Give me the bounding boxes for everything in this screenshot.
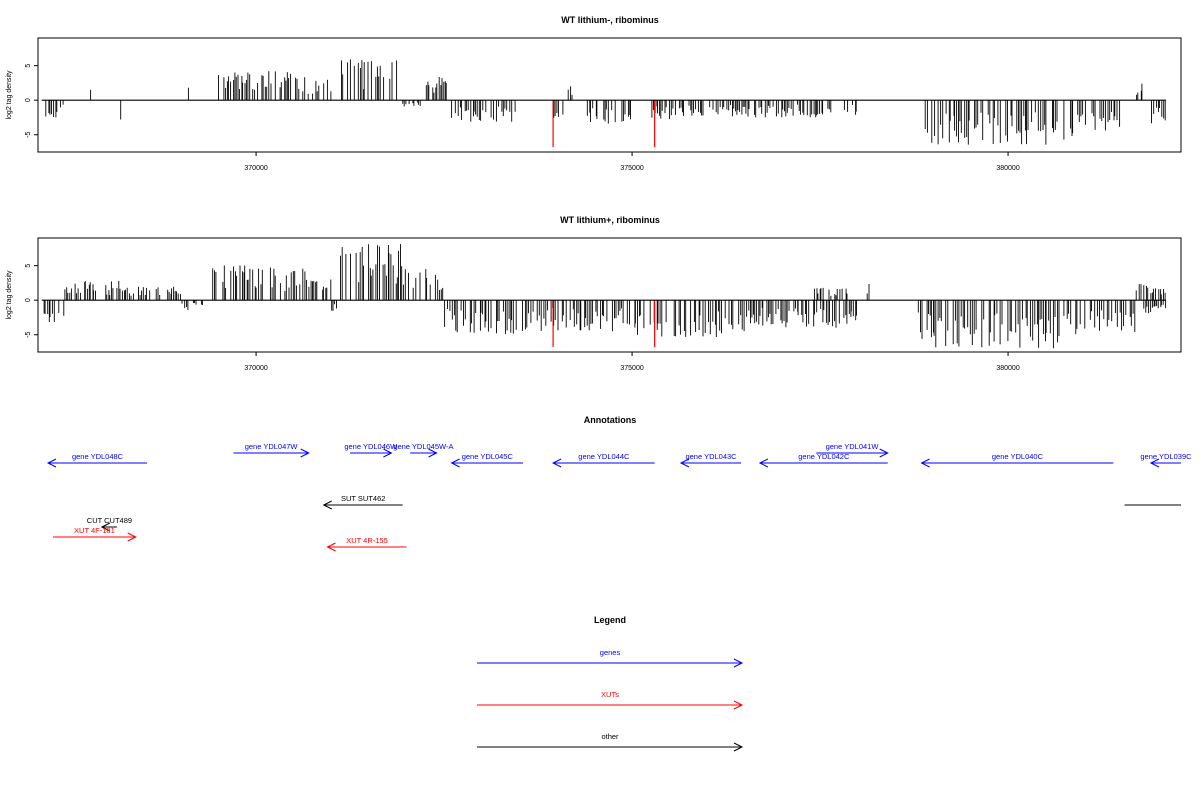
annotations-panel: Annotations gene YDL048C gene YDL047W gene… bbox=[46, 415, 1192, 552]
arrow-head bbox=[127, 532, 137, 542]
legend-item: other bbox=[477, 732, 744, 752]
arrow-head bbox=[679, 458, 690, 468]
legend-title: Legend bbox=[594, 615, 626, 625]
arrow-head bbox=[100, 522, 111, 532]
annotation-label: gene YDL048C bbox=[72, 452, 124, 461]
arrow-head bbox=[733, 700, 744, 710]
arrow-head bbox=[300, 448, 310, 458]
arrow-head bbox=[879, 448, 889, 458]
arrow-head bbox=[46, 458, 57, 468]
x-tick-label: 375000 bbox=[620, 165, 643, 172]
arrow-head bbox=[733, 658, 744, 668]
plot-frame bbox=[37, 237, 1182, 353]
annotation-label: XUT 4R-155 bbox=[346, 536, 388, 545]
annotation-feature[interactable]: gene YDL042C bbox=[758, 452, 888, 468]
annotation-feature[interactable]: XUT 4F-181 bbox=[53, 526, 137, 542]
arrow-head bbox=[450, 458, 460, 468]
y-axis-label: log2 tag density bbox=[6, 270, 13, 320]
x-tick-label: 375000 bbox=[620, 365, 643, 372]
x-tick-label: 370000 bbox=[244, 165, 267, 172]
annotation-label: SUT SUT462 bbox=[341, 494, 385, 503]
y-tick-label: -5 bbox=[25, 132, 32, 138]
y-axis-label: log2 tag density bbox=[6, 70, 13, 120]
annotation-label: gene YDL044C bbox=[578, 452, 630, 461]
legend-label: genes bbox=[600, 648, 621, 657]
arrow-head bbox=[758, 458, 769, 468]
arrow-head bbox=[326, 542, 336, 552]
y-tick-label: 5 bbox=[25, 264, 32, 268]
legend-label: XUTs bbox=[601, 690, 619, 699]
annotation-label: gene YDL040C bbox=[992, 452, 1044, 461]
annotation-feature[interactable]: gene YDL047W bbox=[233, 442, 310, 458]
x-tick-label: 370000 bbox=[244, 365, 267, 372]
annotation-feature[interactable]: SUT SUT462 bbox=[322, 494, 403, 510]
arrow-head bbox=[383, 448, 393, 458]
annotation-label: gene YDL042C bbox=[798, 452, 850, 461]
y-tick-label: 0 bbox=[25, 98, 32, 102]
legend-label: other bbox=[601, 732, 619, 741]
arrow-head bbox=[322, 500, 332, 510]
plot-frame bbox=[37, 37, 1182, 153]
annotation-feature[interactable]: gene YDL048C bbox=[46, 452, 148, 468]
annotation-feature[interactable]: gene YDL039C bbox=[1140, 452, 1192, 468]
arrow-head bbox=[733, 742, 744, 752]
annotation-feature[interactable]: CUT CUT489 bbox=[87, 516, 132, 532]
legend-item: XUTs bbox=[477, 690, 744, 710]
annotation-label: gene YDL039C bbox=[1140, 452, 1192, 461]
annotation-label: gene YDL043C bbox=[685, 452, 737, 461]
annotation-label: gene YDL045C bbox=[462, 452, 514, 461]
x-tick-label: 380000 bbox=[996, 365, 1019, 372]
annotation-label: CUT CUT489 bbox=[87, 516, 132, 525]
y-tick-label: 0 bbox=[25, 298, 32, 302]
arrow-head bbox=[428, 448, 438, 458]
legend: Legend genes XUTs other bbox=[477, 615, 744, 752]
panel-title: WT lithium-, ribominus bbox=[561, 15, 659, 25]
panel-title: WT lithium+, ribominus bbox=[560, 215, 660, 225]
annotation-feature[interactable]: gene YDL045W-A bbox=[393, 442, 453, 458]
annotation-feature[interactable]: XUT 4R-155 bbox=[326, 536, 407, 552]
annotation-label: gene YDL041W bbox=[826, 442, 880, 451]
annotation-feature[interactable]: gene YDL044C bbox=[551, 452, 655, 468]
annotations-title: Annotations bbox=[584, 415, 637, 425]
annotation-label: gene YDL045W-A bbox=[393, 442, 453, 451]
annotation-feature[interactable]: gene YDL043C bbox=[679, 452, 742, 468]
annotation-feature[interactable]: gene YDL045C bbox=[450, 452, 524, 468]
annotation-feature[interactable]: gene YDL041W bbox=[816, 442, 889, 458]
annotation-label: gene YDL046W bbox=[344, 442, 398, 451]
arrow-head bbox=[920, 458, 930, 468]
annotation-label: gene YDL047W bbox=[245, 442, 299, 451]
annotation-feature[interactable]: gene YDL046W bbox=[344, 442, 398, 458]
y-tick-label: 5 bbox=[25, 64, 32, 68]
track-panel-lithium-minus: WT lithium-, ribominus log2 tag density … bbox=[6, 15, 1182, 172]
annotation-label: XUT 4F-181 bbox=[74, 526, 115, 535]
y-tick-label: -5 bbox=[25, 332, 32, 338]
annotation-feature[interactable]: gene YDL040C bbox=[920, 452, 1114, 468]
arrow-head bbox=[551, 458, 562, 468]
arrow-head bbox=[1149, 458, 1160, 468]
track-panel-lithium-plus: WT lithium+, ribominus log2 tag density … bbox=[6, 215, 1182, 372]
legend-item: genes bbox=[477, 648, 744, 668]
x-tick-label: 380000 bbox=[996, 165, 1019, 172]
